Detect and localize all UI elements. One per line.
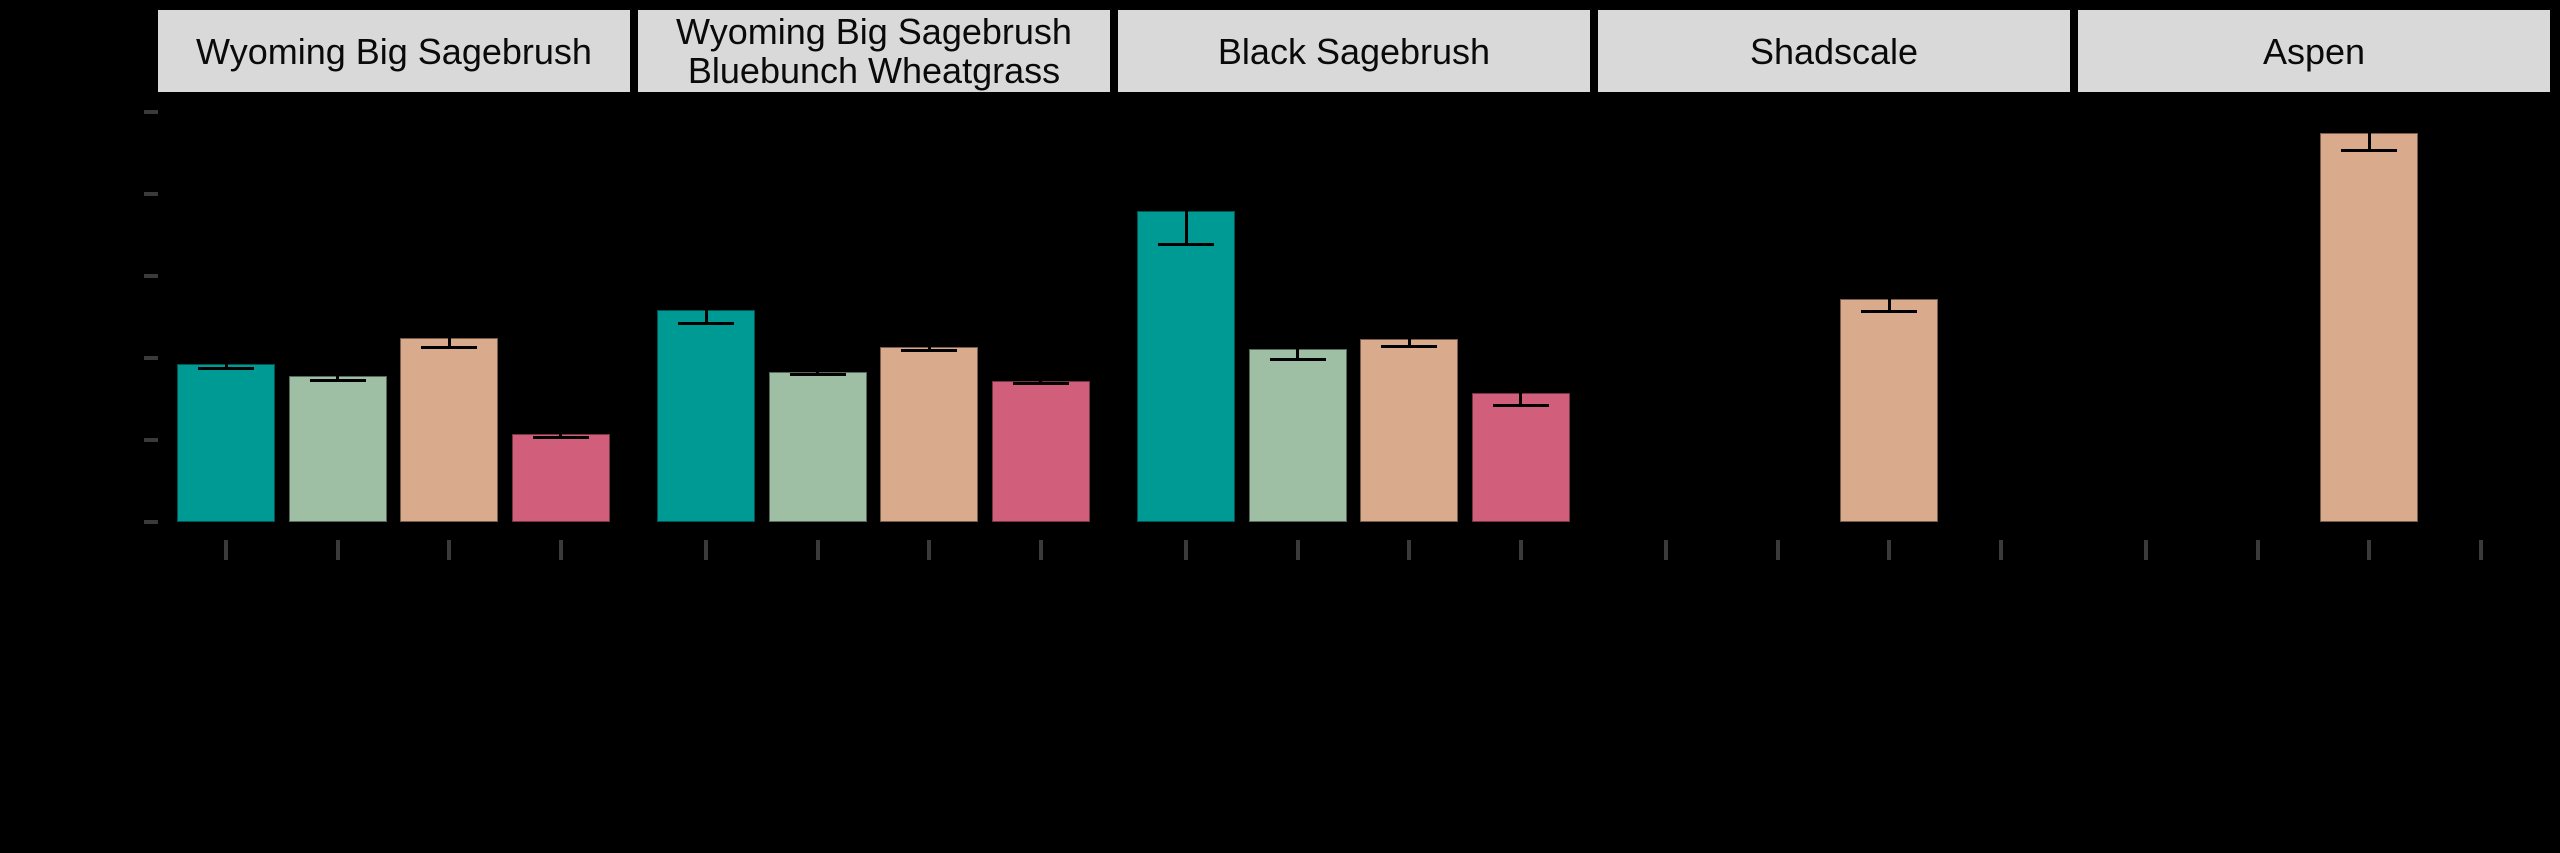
error-bar-cap-upper <box>1158 176 1214 180</box>
error-bar-line <box>336 371 339 381</box>
error-bar-cap-upper <box>421 327 477 331</box>
bar-green-facet1 <box>768 371 867 522</box>
error-bar-cap-upper <box>532 429 589 433</box>
bar-tan-facet4 <box>2320 133 2418 522</box>
error-bar-cap-upper <box>1269 337 1326 341</box>
x-axis-tick <box>558 540 563 560</box>
x-axis-tick <box>2478 540 2483 560</box>
facet-strip-wyoming-big-sagebrush-bluebunch-wheatgrass: Wyoming Big Sagebrush Bluebunch Wheatgra… <box>638 10 1110 92</box>
facet-strip-wyoming-big-sagebrush: Wyoming Big Sagebrush <box>158 10 630 92</box>
error-bar-cap-upper <box>1012 376 1069 380</box>
x-axis-tick <box>1407 540 1411 560</box>
x-axis-tick <box>1998 540 2003 560</box>
x-axis-tick <box>2144 540 2148 560</box>
facet-strip-shadscale: Shadscale <box>1598 10 2070 92</box>
error-bar-cap-lower <box>1012 382 1069 386</box>
error-bar-line <box>1887 285 1891 313</box>
x-axis-tick <box>224 540 228 560</box>
facet-strip-label: Wyoming Big Sagebrush <box>196 30 592 72</box>
error-bar-line <box>1039 377 1042 385</box>
x-axis-tick <box>335 540 340 560</box>
error-bar-line <box>1296 338 1299 360</box>
x-axis-tick <box>927 540 931 560</box>
x-axis-tick <box>1184 540 1188 560</box>
bar-pink-facet0 <box>511 434 610 522</box>
y-axis-tick <box>144 274 158 278</box>
error-bar-line <box>1184 177 1188 245</box>
error-bar-line <box>816 368 819 376</box>
error-bar-cap-lower <box>1269 357 1326 361</box>
error-bar-line <box>1519 380 1522 407</box>
x-axis-tick <box>1664 540 1668 560</box>
x-axis-tick <box>1038 540 1043 560</box>
facet-strip-label-line2: Bluebunch Wheatgrass <box>687 50 1061 91</box>
error-bar-cap-upper <box>1861 284 1917 288</box>
bar-tan-facet2 <box>1360 339 1458 522</box>
x-axis-tick <box>1518 540 1523 560</box>
error-bar-line <box>704 295 708 324</box>
bar-teal-facet2 <box>1137 211 1235 522</box>
error-bar-line <box>2367 115 2371 152</box>
error-bar-cap-lower <box>532 436 589 440</box>
error-bar-cap-upper <box>2341 114 2397 118</box>
bar-teal-facet0 <box>177 363 275 522</box>
error-bar-cap-lower <box>678 321 734 325</box>
x-axis-tick <box>704 540 708 560</box>
x-axis-tick <box>2367 540 2371 560</box>
error-bar-line <box>224 358 228 370</box>
error-bar-cap-upper <box>678 294 734 298</box>
error-bar-cap-lower <box>1492 404 1549 408</box>
error-bar-cap-lower <box>309 378 366 382</box>
facet-strip-aspen: Aspen <box>2078 10 2550 92</box>
x-axis-tick <box>1775 540 1780 560</box>
error-bar-cap-lower <box>901 348 957 352</box>
facet-strip-label-line1: Wyoming Big Sagebrush <box>676 11 1072 52</box>
error-bar-cap-lower <box>1861 310 1917 314</box>
error-bar-line <box>559 430 562 439</box>
error-bar-cap-upper <box>1381 330 1437 334</box>
error-bar-cap-upper <box>1492 379 1549 383</box>
error-bar-cap-lower <box>789 373 846 377</box>
error-bar-cap-lower <box>1158 242 1214 246</box>
y-axis-tick <box>144 110 158 114</box>
error-bar-cap-lower <box>1381 344 1437 348</box>
bar-tan-facet3 <box>1840 298 1938 522</box>
facet-strip-label: Black Sagebrush <box>1217 30 1491 72</box>
error-bar-cap-upper <box>789 367 846 371</box>
facet-strip-label: Shadscale <box>1749 30 1919 72</box>
x-axis-tick <box>1295 540 1300 560</box>
x-axis-tick <box>447 540 451 560</box>
error-bar-cap-upper <box>901 343 957 347</box>
error-bar-cap-lower <box>421 346 477 350</box>
error-bar-line <box>447 328 451 349</box>
y-axis-tick <box>144 356 158 360</box>
error-bar-cap-lower <box>2341 149 2397 153</box>
x-axis-tick <box>2255 540 2260 560</box>
bar-pink-facet1 <box>991 380 1090 522</box>
x-axis-tick <box>1887 540 1891 560</box>
x-axis-tick <box>815 540 820 560</box>
facet-strip-black-sagebrush: Black Sagebrush <box>1118 10 1590 92</box>
bar-pink-facet2 <box>1471 393 1570 522</box>
bar-green-facet2 <box>1248 348 1347 522</box>
error-bar-line <box>1407 331 1411 347</box>
bar-teal-facet1 <box>657 309 755 522</box>
error-bar-cap-lower <box>198 367 254 371</box>
error-bar-cap-upper <box>309 370 366 374</box>
error-bar-line <box>927 344 931 351</box>
bar-green-facet0 <box>288 376 387 522</box>
bar-tan-facet0 <box>400 338 498 522</box>
facet-strip-label: Aspen <box>2262 30 2366 72</box>
y-axis-tick <box>144 192 158 196</box>
error-bar-cap-upper <box>198 357 254 360</box>
bar-tan-facet1 <box>880 347 978 522</box>
y-axis-tick <box>144 438 158 442</box>
y-axis-tick <box>144 520 158 524</box>
